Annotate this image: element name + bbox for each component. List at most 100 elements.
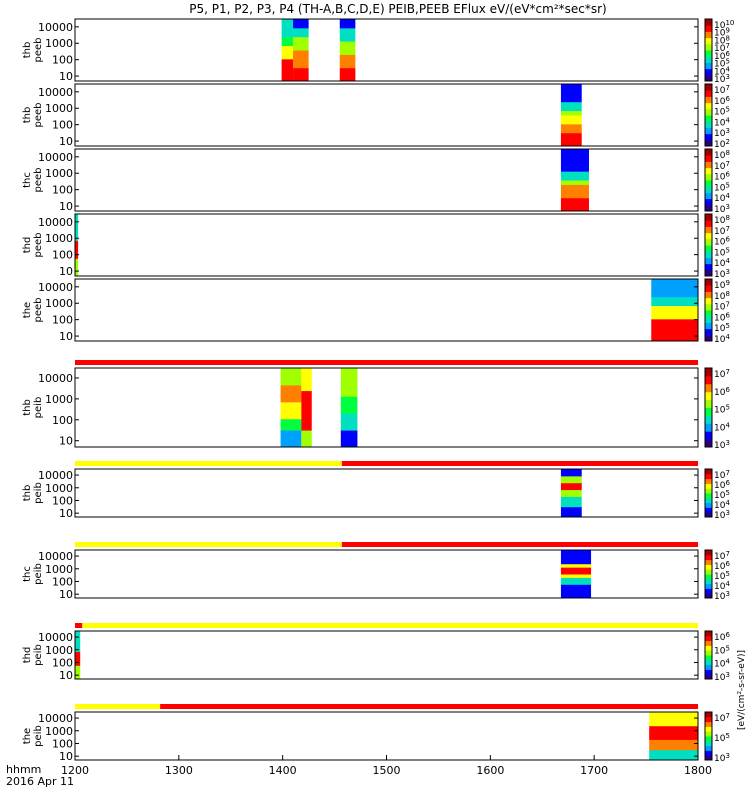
spectrogram-cell — [75, 631, 81, 635]
quality-bar-segment — [75, 461, 342, 466]
spectrogram-cell — [293, 41, 309, 47]
colorbar-cell — [705, 664, 712, 670]
y-axis-label: thb — [22, 107, 33, 124]
colorbar-cell — [705, 655, 712, 661]
spectrogram-cell — [651, 336, 698, 342]
spectrogram-cell — [560, 119, 582, 125]
spectrogram-cell — [560, 574, 592, 578]
y-axis-label: peeb — [33, 298, 44, 323]
spectrogram-cell — [649, 756, 698, 761]
colorbar-cell — [705, 186, 712, 193]
y-axis-label: thc — [22, 172, 33, 188]
spectrogram-cell — [293, 45, 309, 51]
spectrogram-cell — [340, 441, 358, 448]
colorbar-cell — [705, 659, 712, 666]
spectrogram-block — [560, 469, 582, 518]
colorbar-tick-label: 106 — [714, 386, 730, 398]
spectrogram-cell — [301, 418, 312, 425]
spectrogram-cell — [75, 651, 81, 656]
colorbar-tick-label: 103 — [714, 671, 730, 683]
spectrogram-block — [649, 712, 698, 761]
spectrogram-cell — [281, 63, 294, 69]
spectrogram-cell — [560, 499, 582, 504]
quality-bar-segment — [82, 623, 699, 628]
spectrogram-cell — [649, 749, 698, 754]
spectrogram-cell — [560, 560, 592, 565]
colorbar-cell — [705, 167, 712, 175]
colorbar-cell — [705, 303, 712, 311]
spectrogram-cell — [651, 310, 698, 315]
colorbar-cell — [705, 245, 712, 252]
spectrogram-cell — [651, 323, 698, 329]
colorbar-tick-label: 103 — [714, 509, 730, 521]
spectrogram-cell — [281, 19, 294, 24]
colorbar-tick-label: 105 — [714, 58, 730, 70]
spectrogram-cell — [560, 171, 589, 177]
spectrogram-cell — [340, 390, 358, 397]
colorbar-tick-label: 103 — [714, 127, 730, 139]
colorbar-cell — [705, 121, 712, 128]
spectrogram-cell — [340, 368, 358, 375]
spectrogram-cell — [339, 72, 356, 78]
y-tick-label: 100 — [52, 119, 73, 132]
quality-bar-segment — [75, 704, 161, 709]
spectrogram-cell — [281, 54, 294, 60]
colorbar-cell — [705, 37, 712, 45]
spectrogram-cell — [339, 32, 356, 38]
y-tick-label: 100 — [52, 184, 73, 197]
quality-bar-segment — [160, 704, 699, 709]
colorbar-cell — [705, 310, 712, 317]
colorbar-tick-label: 107 — [714, 469, 730, 481]
y-tick-label: 10000 — [38, 86, 73, 99]
spectrogram-cell — [75, 253, 79, 259]
quality-bar-segment — [75, 542, 342, 547]
spectrogram-cell — [293, 54, 309, 60]
colorbar-frame — [704, 630, 713, 680]
spectrogram-cell — [75, 641, 81, 646]
spectrogram-cell — [649, 739, 698, 744]
spectrogram-cell — [301, 384, 312, 392]
spectrogram-cell — [651, 292, 698, 298]
spectrogram-block — [75, 631, 81, 680]
colorbar-tick-label: 104 — [714, 257, 730, 269]
colorbar-tick-label: 108 — [714, 290, 730, 302]
spectrogram-cell — [649, 712, 698, 716]
colorbar-cell — [705, 488, 712, 494]
colorbar-cell — [705, 334, 712, 342]
colorbar-cell — [705, 115, 712, 122]
spectrogram-cell — [340, 379, 358, 386]
spectrogram-cell — [651, 279, 698, 284]
spectrogram-cell — [649, 736, 698, 740]
spectrogram-cell — [281, 76, 294, 82]
y-tick-label: 10 — [59, 330, 73, 343]
colorbar: 107 105 103 — [704, 711, 730, 764]
spectrogram-cell — [560, 587, 592, 592]
y-tick-label: 10000 — [38, 281, 73, 294]
colorbar-cell — [705, 263, 712, 271]
spectrogram-cell — [649, 742, 698, 747]
colorbar-cell — [705, 569, 712, 575]
spectrogram-cell — [281, 41, 294, 47]
colorbar-cell — [705, 559, 712, 565]
x-tick-label: 1200 — [61, 764, 89, 777]
spectrogram-cell — [339, 23, 356, 29]
y-axis-label: peib — [33, 397, 44, 419]
spectrogram-cell — [339, 50, 356, 55]
colorbar-cell — [705, 483, 712, 489]
spectrogram-cell — [560, 496, 582, 501]
spectrogram-cell — [560, 115, 582, 120]
y-axis-label: peib — [33, 563, 44, 585]
spectrogram-cell — [560, 469, 582, 473]
y-tick-label: 1000 — [45, 232, 73, 245]
colorbar-tick-label: 106 — [714, 631, 730, 643]
spectrogram-cell — [293, 19, 309, 24]
colorbar-cell — [705, 322, 712, 330]
spectrogram-cell — [75, 245, 79, 250]
colorbar-cell — [705, 226, 712, 234]
y-tick-label: 1000 — [45, 725, 73, 738]
colorbar-cell — [705, 497, 712, 504]
quality-bar-segment — [75, 360, 698, 365]
colorbar-tick-label: 107 — [714, 42, 730, 54]
